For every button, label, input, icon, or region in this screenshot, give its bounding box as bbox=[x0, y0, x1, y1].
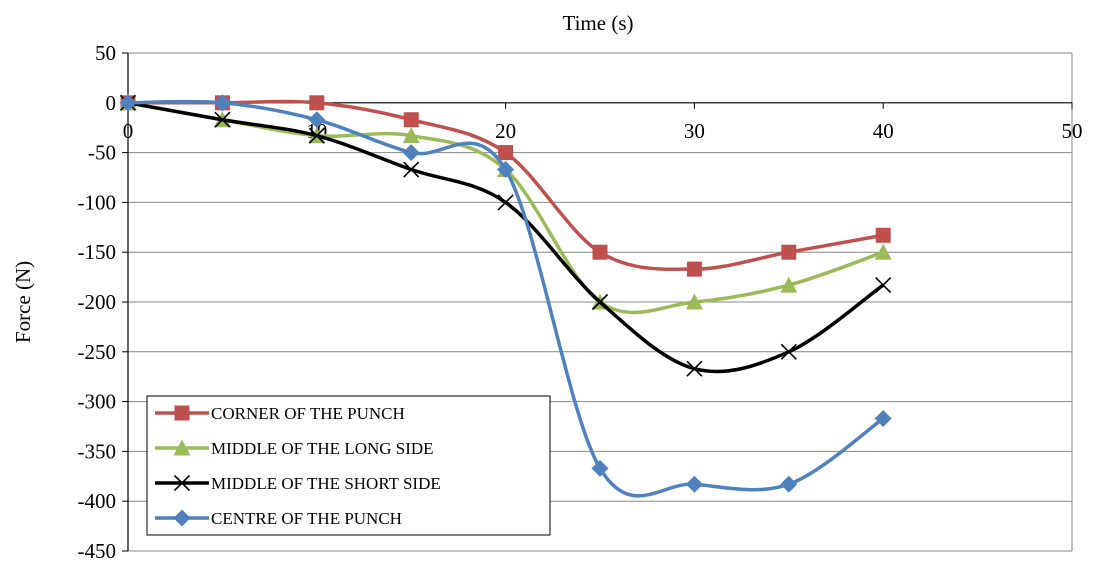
data-point bbox=[685, 293, 703, 310]
x-tick-label: 20 bbox=[495, 119, 516, 143]
data-point bbox=[402, 127, 420, 144]
legend-marker bbox=[173, 439, 191, 456]
data-point bbox=[498, 145, 514, 161]
legend-marker bbox=[173, 509, 191, 527]
data-point bbox=[780, 475, 798, 493]
series-line bbox=[127, 99, 885, 498]
y-tick-label: -50 bbox=[88, 141, 116, 165]
legend-marker bbox=[174, 405, 190, 421]
data-point bbox=[591, 293, 609, 311]
data-point bbox=[309, 95, 325, 111]
series-line bbox=[127, 101, 885, 374]
legend: CORNER OF THE PUNCH MIDDLE OF THE LONG SI… bbox=[146, 395, 551, 536]
legend-box bbox=[146, 395, 551, 536]
data-point bbox=[686, 261, 702, 277]
series-lines bbox=[119, 94, 892, 498]
data-point bbox=[403, 112, 419, 128]
data-point bbox=[403, 161, 420, 178]
data-point bbox=[214, 111, 231, 128]
series-4 bbox=[119, 94, 892, 498]
data-point bbox=[780, 343, 797, 360]
data-point bbox=[592, 244, 608, 260]
data-point bbox=[497, 161, 515, 179]
legend-item: CORNER OF THE PUNCH bbox=[155, 404, 405, 423]
x-tick-label: 0 bbox=[123, 119, 134, 143]
x-axis-title: Time (s) bbox=[563, 11, 634, 35]
legend-item: MIDDLE OF THE SHORT SIDE bbox=[155, 474, 441, 493]
data-point bbox=[497, 194, 514, 211]
y-tick-label: -450 bbox=[78, 539, 117, 563]
data-point bbox=[875, 227, 891, 243]
data-point bbox=[686, 360, 703, 377]
legend-marker bbox=[173, 474, 191, 492]
data-point bbox=[685, 475, 703, 493]
data-point bbox=[119, 94, 137, 112]
legend-label: MIDDLE OF THE SHORT SIDE bbox=[211, 474, 441, 493]
data-point bbox=[874, 243, 892, 260]
data-point bbox=[781, 244, 797, 260]
legend-item: CENTRE OF THE PUNCH bbox=[155, 509, 402, 528]
y-tick-label: -200 bbox=[78, 290, 117, 314]
y-tick-label: 0 bbox=[106, 91, 117, 115]
y-tick-label: -100 bbox=[78, 190, 117, 214]
x-tick-label: 50 bbox=[1062, 119, 1083, 143]
y-tick-label: -400 bbox=[78, 489, 117, 513]
y-tick-label: -350 bbox=[78, 439, 117, 463]
y-tick-label: 50 bbox=[95, 41, 116, 65]
data-point bbox=[591, 459, 609, 477]
legend-label: CORNER OF THE PUNCH bbox=[211, 404, 405, 423]
x-tick-label: 30 bbox=[684, 119, 705, 143]
y-tick-label: -150 bbox=[78, 240, 117, 264]
legend-label: CENTRE OF THE PUNCH bbox=[211, 509, 402, 528]
legend-item: MIDDLE OF THE LONG SIDE bbox=[155, 439, 434, 458]
series-3 bbox=[119, 94, 892, 377]
data-point bbox=[308, 127, 325, 144]
x-tick-label: 40 bbox=[873, 119, 894, 143]
data-point bbox=[780, 276, 798, 293]
y-tick-label: -250 bbox=[78, 340, 117, 364]
data-point bbox=[875, 277, 892, 294]
axes: 500-50-100-150-200-250-300-350-400-45001… bbox=[78, 41, 1083, 563]
data-point bbox=[874, 410, 892, 428]
legend-label: MIDDLE OF THE LONG SIDE bbox=[211, 439, 434, 458]
data-point bbox=[402, 144, 420, 162]
y-tick-label: -300 bbox=[78, 390, 117, 414]
data-point bbox=[308, 111, 326, 129]
y-axis-title: Force (N) bbox=[11, 261, 35, 343]
data-point bbox=[213, 94, 231, 112]
